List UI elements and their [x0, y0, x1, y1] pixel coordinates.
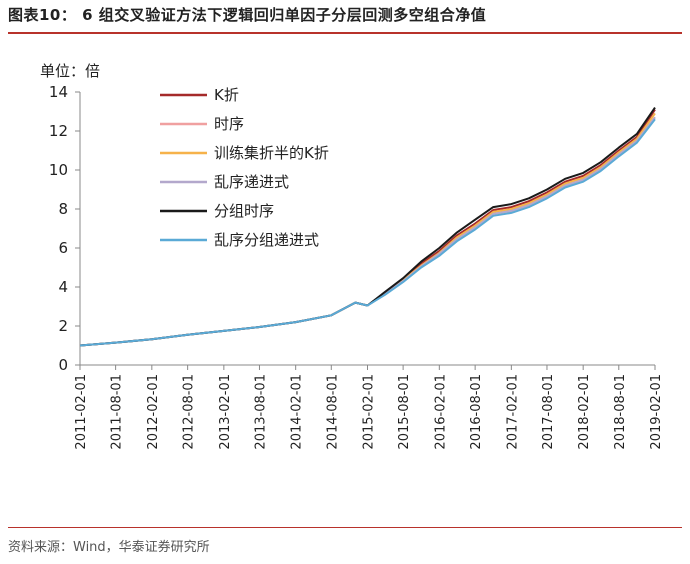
x-tick-label: 2019-02-01 [649, 374, 664, 450]
series-line-1 [79, 109, 656, 347]
series-line-6 [79, 118, 656, 347]
x-tick-label: 2015-02-01 [362, 374, 377, 450]
x-tick-label: 2011-02-01 [74, 374, 89, 450]
unit-label: 单位：倍 [40, 62, 100, 80]
series-lines [79, 107, 656, 347]
y-tick-label: 8 [58, 200, 68, 218]
x-tick-label: 2011-08-01 [110, 374, 125, 450]
legend-label-4: 乱序递进式 [214, 173, 289, 191]
series-line-4 [79, 116, 656, 347]
x-tick-label: 2012-02-01 [146, 374, 161, 450]
title-rule [8, 32, 682, 34]
footer-rule [8, 527, 682, 528]
y-tick-label: 10 [49, 161, 68, 179]
x-tick-label: 2016-08-01 [469, 374, 484, 450]
legend-label-5: 分组时序 [214, 202, 274, 220]
x-tick-label: 2018-08-01 [613, 374, 628, 450]
legend-label-3: 训练集折半的K折 [214, 144, 329, 162]
y-tick-label: 12 [49, 122, 68, 140]
source-note: 资料来源：Wind，华泰证券研究所 [8, 540, 210, 555]
x-tick-label: 2015-08-01 [397, 374, 412, 450]
legend-label-2: 时序 [214, 115, 244, 133]
y-tick-label: 4 [58, 278, 68, 296]
x-tick-label: 2017-08-01 [541, 374, 556, 450]
y-tick-label: 2 [58, 317, 68, 335]
series-line-5 [79, 107, 656, 347]
chart-axes: 0 2 4 6 8 10 12 14 2011-02-01 2011-08-01 2012-02-0… [49, 83, 664, 450]
legend-label-6: 乱序分组递进式 [214, 231, 319, 249]
legend-label-1: K折 [214, 86, 239, 104]
line-chart: 单位：倍 0 2 4 6 8 10 12 14 2011-02-01 2011-08-01 2012… [40, 62, 664, 450]
y-tick-label: 0 [58, 356, 68, 374]
x-tick-label: 2016-02-01 [433, 374, 448, 450]
chart-title: 图表10： 6 组交叉验证方法下逻辑回归单因子分层回测多空组合净值 [8, 6, 487, 24]
y-tick-label: 6 [58, 239, 68, 257]
x-tick-label: 2017-02-01 [505, 374, 520, 450]
x-tick-label: 2013-02-01 [218, 374, 233, 450]
x-tick-label: 2014-02-01 [290, 374, 305, 450]
x-tick-label: 2013-08-01 [253, 374, 268, 450]
x-tick-label: 2014-08-01 [325, 374, 340, 450]
y-tick-label: 14 [49, 83, 68, 101]
x-tick-label: 2012-08-01 [182, 374, 197, 450]
x-tick-label: 2018-02-01 [577, 374, 592, 450]
series-line-3 [79, 112, 656, 347]
series-line-2 [79, 116, 656, 347]
